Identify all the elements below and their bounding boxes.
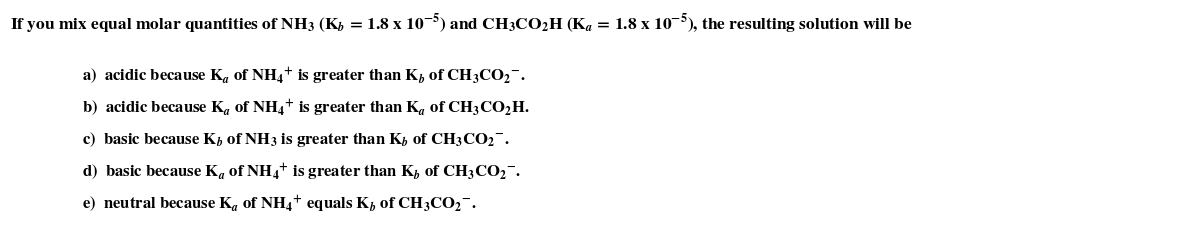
Text: d)  basic because K$_{a}$ of NH$_{4}$$^{+}$ is greater than K$_{b}$ of CH$_{3}$C: d) basic because K$_{a}$ of NH$_{4}$$^{+… — [82, 162, 521, 183]
Text: e)  neutral because K$_{a}$ of NH$_{4}$$^{+}$ equals K$_{b}$ of CH$_{3}$CO$_{2}$: e) neutral because K$_{a}$ of NH$_{4}$$^… — [82, 194, 476, 215]
Text: c)  basic because K$_{b}$ of NH$_{3}$ is greater than K$_{b}$ of CH$_{3}$CO$_{2}: c) basic because K$_{b}$ of NH$_{3}$ is … — [82, 130, 509, 149]
Text: b)  acidic because K$_{a}$ of NH$_{4}$$^{+}$ is greater than K$_{a}$ of CH$_{3}$: b) acidic because K$_{a}$ of NH$_{4}$$^{… — [82, 98, 529, 119]
Text: If you mix equal molar quantities of NH$_{3}$ (K$_{b}$ = 1.8 x 10$^{-5}$) and CH: If you mix equal molar quantities of NH$… — [10, 12, 912, 35]
Text: a)  acidic because K$_{a}$ of NH$_{4}$$^{+}$ is greater than K$_{b}$ of CH$_{3}$: a) acidic because K$_{a}$ of NH$_{4}$$^{… — [82, 66, 526, 87]
